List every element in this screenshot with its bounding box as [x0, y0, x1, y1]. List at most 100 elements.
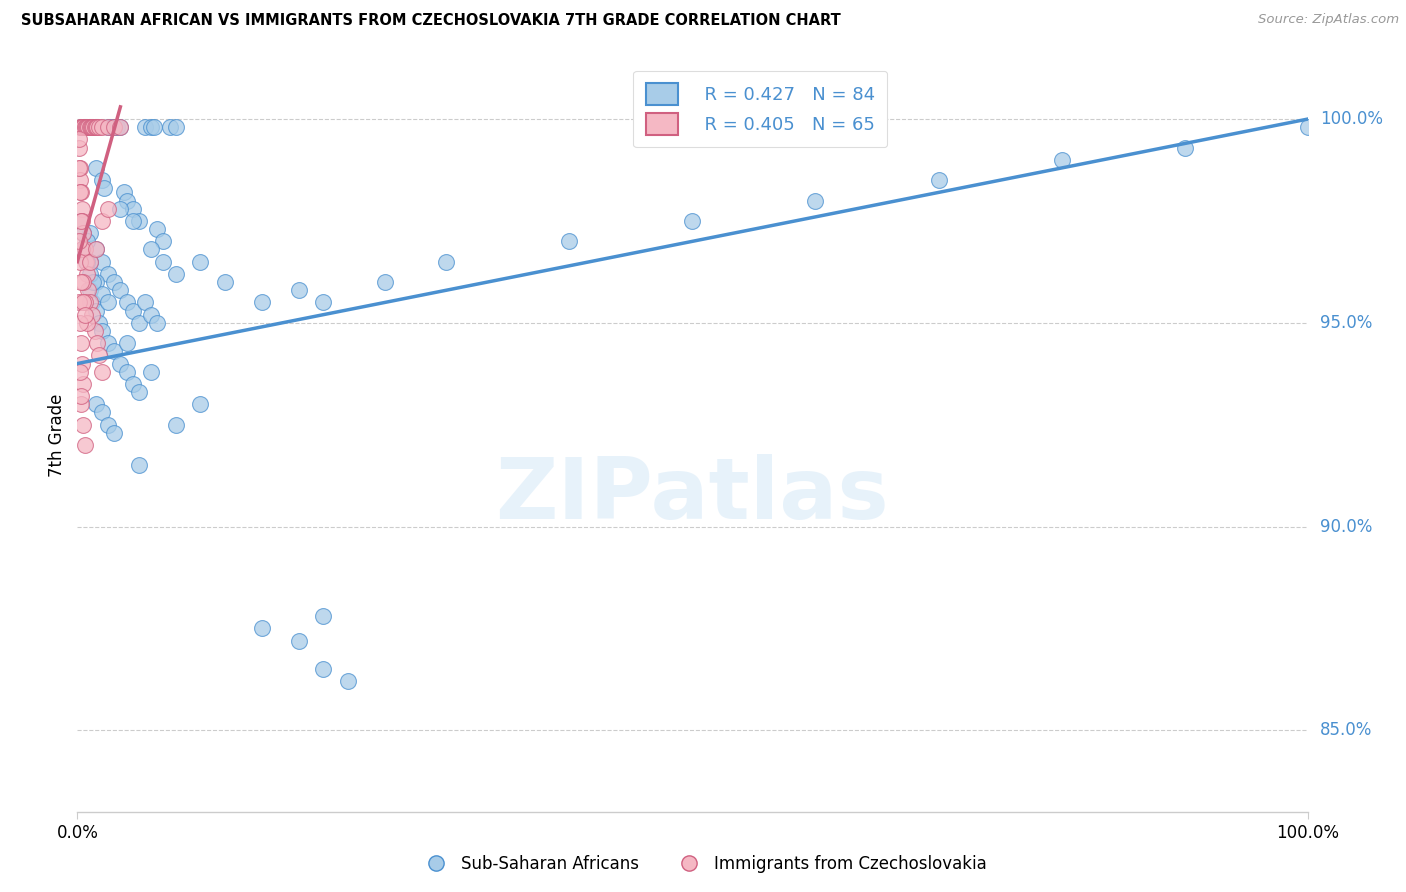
Point — [128, 214, 150, 228]
Point — [79, 254, 101, 268]
Point — [77, 283, 100, 297]
Point — [70, 397, 93, 411]
Point — [84, 397, 107, 411]
Point — [105, 120, 128, 135]
Point — [69, 254, 91, 268]
Point — [72, 376, 94, 391]
Point — [76, 120, 98, 135]
Point — [103, 275, 125, 289]
Point — [103, 425, 125, 440]
Point — [121, 303, 143, 318]
Point — [79, 254, 101, 268]
Point — [97, 267, 120, 281]
Point — [84, 275, 107, 289]
Point — [288, 283, 311, 297]
Point — [79, 120, 101, 135]
Point — [70, 243, 93, 257]
Point — [97, 336, 120, 351]
Point — [152, 235, 174, 249]
Point — [312, 295, 335, 310]
Point — [69, 365, 91, 379]
Point — [89, 316, 111, 330]
Point — [110, 120, 132, 135]
Point — [70, 120, 93, 135]
Point — [90, 254, 114, 268]
Point — [84, 243, 107, 257]
Point — [558, 235, 581, 249]
Point — [70, 336, 93, 351]
Point — [89, 120, 111, 135]
Point — [103, 344, 125, 359]
Point — [115, 365, 138, 379]
Point — [146, 316, 169, 330]
Point — [128, 316, 150, 330]
Point — [83, 120, 105, 135]
Point — [250, 295, 273, 310]
Point — [97, 202, 120, 216]
Point — [142, 120, 165, 135]
Point — [79, 226, 101, 240]
Point — [67, 161, 90, 175]
Point — [804, 194, 827, 208]
Point — [69, 173, 91, 187]
Point — [90, 324, 114, 338]
Point — [82, 308, 104, 322]
Point — [76, 316, 98, 330]
Point — [214, 275, 236, 289]
Point — [97, 295, 120, 310]
Point — [90, 287, 114, 301]
Point — [76, 254, 98, 268]
Legend: Sub-Saharan Africans, Immigrants from Czechoslovakia: Sub-Saharan Africans, Immigrants from Cz… — [412, 848, 994, 880]
Point — [82, 120, 104, 135]
Point — [72, 295, 94, 310]
Point — [90, 173, 114, 187]
Point — [70, 214, 93, 228]
Point — [76, 235, 98, 249]
Point — [97, 120, 120, 135]
Point — [141, 243, 163, 257]
Text: Source: ZipAtlas.com: Source: ZipAtlas.com — [1258, 13, 1399, 27]
Point — [70, 275, 93, 289]
Point — [141, 308, 163, 322]
Point — [90, 120, 114, 135]
Point — [115, 295, 138, 310]
Point — [75, 254, 97, 268]
Point — [84, 120, 107, 135]
Text: 85.0%: 85.0% — [1320, 722, 1372, 739]
Point — [73, 295, 96, 310]
Point — [82, 275, 104, 289]
Point — [77, 120, 100, 135]
Point — [250, 621, 273, 635]
Point — [72, 226, 94, 240]
Point — [115, 194, 138, 208]
Point — [115, 336, 138, 351]
Point — [84, 303, 107, 318]
Point — [69, 161, 91, 175]
Point — [374, 275, 396, 289]
Point — [141, 365, 163, 379]
Point — [84, 161, 107, 175]
Point — [188, 397, 212, 411]
Point — [1050, 153, 1073, 167]
Point — [70, 389, 93, 403]
Point — [159, 120, 181, 135]
Point — [928, 173, 950, 187]
Point — [84, 243, 107, 257]
Point — [83, 324, 105, 338]
Point — [121, 376, 143, 391]
Point — [72, 120, 94, 135]
Point — [75, 120, 97, 135]
Point — [72, 226, 94, 240]
Point — [97, 120, 120, 135]
Point — [97, 417, 120, 432]
Point — [110, 283, 132, 297]
Y-axis label: 7th Grade: 7th Grade — [48, 393, 66, 476]
Point — [188, 254, 212, 268]
Point — [67, 235, 90, 249]
Point — [76, 120, 98, 135]
Point — [682, 214, 704, 228]
Point — [141, 120, 163, 135]
Point — [165, 417, 187, 432]
Point — [436, 254, 458, 268]
Point — [337, 674, 360, 689]
